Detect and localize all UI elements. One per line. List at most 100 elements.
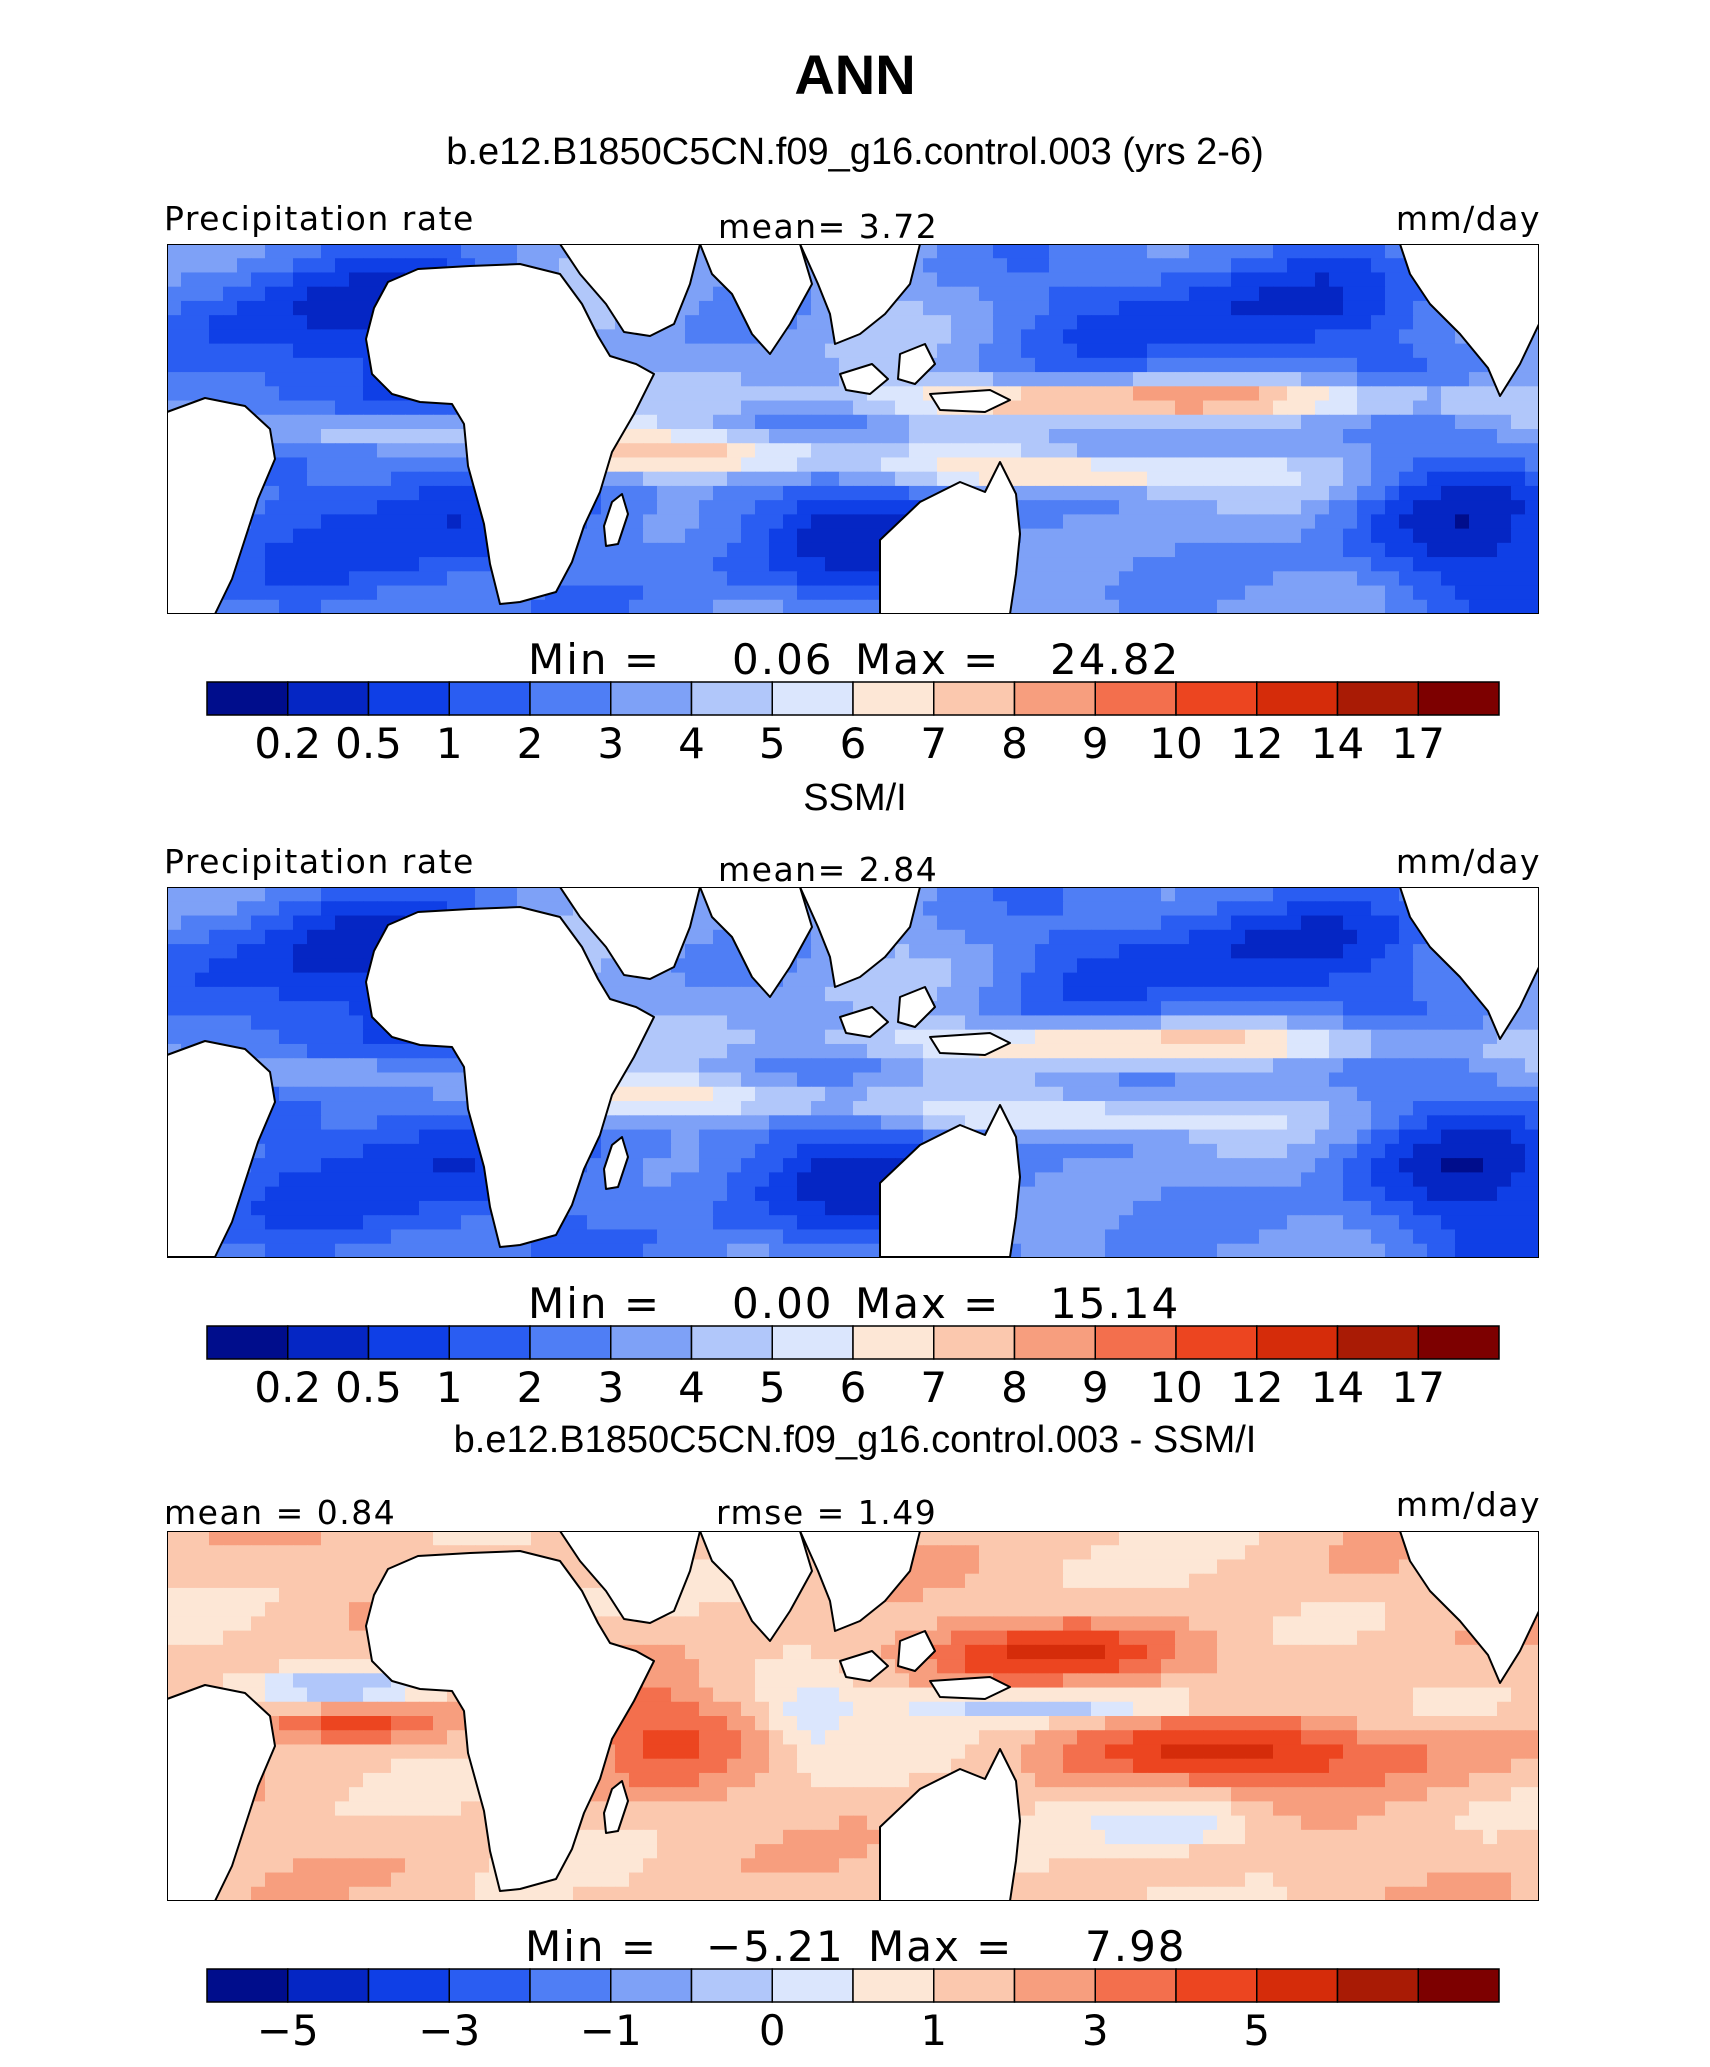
panel-model-ocean-cell <box>293 542 308 558</box>
panel-model-ocean-cell <box>1203 372 1218 387</box>
panel-obs-ocean-cell <box>727 1115 742 1131</box>
panel-obs-ocean-cell <box>293 915 308 931</box>
panel-obs-ocean-cell <box>1217 1015 1232 1031</box>
panel-model-ocean-cell <box>1455 443 1470 459</box>
panel-obs-ocean-cell <box>1147 972 1162 988</box>
panel-obs-ocean-cell <box>601 1186 616 1202</box>
panel-model-ocean-cell <box>671 542 686 558</box>
panel-obs-ocean-cell <box>1049 1086 1064 1102</box>
panel-model-ocean-cell <box>1245 557 1260 572</box>
panel-model-ocean-cell <box>1091 542 1106 558</box>
panel-obs-ocean-cell <box>1119 1072 1134 1088</box>
panel-obs-ocean-cell <box>1525 1015 1539 1031</box>
panel-obs-ocean-cell <box>699 1158 714 1173</box>
panel-obs-ocean-cell <box>573 1229 588 1245</box>
panel-model-arabia-outline <box>559 244 701 337</box>
panel-model-ocean-cell <box>1287 557 1302 572</box>
panel-model-ocean-cell <box>1175 357 1190 373</box>
panel-obs-ocean-cell <box>741 1200 756 1216</box>
panel-model-ocean-cell <box>209 357 224 373</box>
panel-model-ocean-cell <box>1343 372 1358 387</box>
panel-model-ocean-cell <box>1217 542 1232 558</box>
panel-model-ocean-cell <box>1119 300 1134 316</box>
panel-obs-ocean-cell <box>1497 1086 1512 1102</box>
panel-obs-ocean-cell <box>671 1158 686 1173</box>
panel-obs-ocean-cell <box>629 1129 644 1145</box>
panel-model-ocean-cell <box>1399 315 1414 330</box>
panel-model-ocean-cell <box>265 585 280 601</box>
panel-obs-ocean-cell <box>1259 1172 1274 1188</box>
panel-obs-ocean-cell <box>951 929 966 945</box>
panel-model-ocean-cell <box>1427 557 1442 572</box>
panel-obs-ocean-cell <box>251 958 266 974</box>
panel-model-ocean-cell <box>363 557 378 572</box>
panel-model-ocean-cell <box>629 500 644 515</box>
panel-model-ocean-cell <box>1189 557 1204 572</box>
panel-obs-ocean-cell <box>1357 1215 1372 1231</box>
panel-obs-ocean-cell <box>363 929 378 945</box>
panel-model-ocean-cell <box>1287 528 1302 544</box>
panel-model-ocean-cell <box>951 372 966 387</box>
panel-model-ocean-cell <box>1161 414 1176 430</box>
panel-model-ocean-cell <box>223 329 238 345</box>
panel-obs-ocean-cell <box>1035 1129 1050 1145</box>
panel-obs-ocean-cell <box>1175 1101 1190 1116</box>
panel-model-ocean-cell <box>629 514 644 530</box>
panel-obs-ocean-cell <box>1497 1215 1512 1231</box>
panel-obs-ocean-cell <box>1105 915 1120 931</box>
panel-obs-ocean-cell <box>1133 986 1148 1002</box>
panel-model-ocean-cell <box>937 315 952 330</box>
panel-obs-ocean-cell <box>1455 1029 1470 1045</box>
panel-model-ocean-cell <box>587 585 602 601</box>
panel-model-ocean-cell <box>1315 500 1330 515</box>
panel-obs-ocean-cell <box>1105 1129 1120 1145</box>
panel-model-ocean-cell <box>895 329 910 345</box>
panel-obs-ocean-cell <box>1469 1215 1484 1231</box>
panel-obs-ocean-cell <box>1483 1186 1498 1202</box>
panel-model-ocean-cell <box>587 300 602 316</box>
panel-model-ocean-cell <box>293 272 308 288</box>
panel-model-ocean-cell <box>1427 372 1442 387</box>
panel-model-ocean-cell <box>1217 329 1232 345</box>
panel-model-ocean-cell <box>797 315 812 330</box>
panel-model-ocean-cell <box>181 286 196 302</box>
panel-obs-ocean-cell <box>923 1101 938 1116</box>
panel-obs-ocean-cell <box>769 1215 784 1231</box>
panel-model-ocean-cell <box>741 471 756 487</box>
panel-obs-ocean-cell <box>237 901 252 917</box>
panel-model-ocean-cell <box>1021 542 1036 558</box>
panel-obs-ocean-cell <box>1175 986 1190 1002</box>
panel-obs-ocean-cell <box>1189 1058 1204 1074</box>
panel-model-ocean-cell <box>335 485 350 501</box>
panel-model-ocean-cell <box>293 286 308 302</box>
panel-model-ocean-cell <box>1091 386 1106 402</box>
panel-model-ocean-cell <box>209 272 224 288</box>
panel-obs-ocean-cell <box>167 901 182 917</box>
panel-obs-ocean-cell <box>1385 1015 1400 1031</box>
panel-model-ocean-cell <box>1161 599 1176 614</box>
panel-model-ocean-cell <box>643 571 658 587</box>
panel-model-ocean-cell <box>1259 400 1274 416</box>
panel-model-ocean-cell <box>1035 414 1050 430</box>
panel-model-ocean-cell <box>685 286 700 302</box>
panel-obs-ocean-cell <box>699 1172 714 1188</box>
panel-model-ocean-cell <box>321 272 336 288</box>
panel-model-ocean-cell <box>1189 585 1204 601</box>
panel-obs-ocean-cell <box>1105 1043 1120 1059</box>
panel-obs-ocean-cell <box>1511 1129 1526 1145</box>
panel-model-ocean-cell <box>699 329 714 345</box>
panel-model-ocean-cell <box>1021 386 1036 402</box>
panel-model-ocean-cell <box>1329 372 1344 387</box>
panel-model-ocean-cell <box>1245 585 1260 601</box>
panel-obs-ocean-cell <box>1441 1001 1456 1017</box>
panel-model-ocean-cell <box>1063 443 1078 459</box>
panel-model-ocean-cell <box>1161 500 1176 515</box>
panel-obs-ocean-cell <box>1385 1029 1400 1045</box>
panel-model-ocean-cell <box>1385 272 1400 288</box>
panel-model-ocean-cell <box>657 571 672 587</box>
panel-model-ocean-cell <box>559 258 574 274</box>
panel-obs-ocean-cell <box>1413 1043 1428 1059</box>
panel-obs-ocean-cell <box>1273 958 1288 974</box>
panel-model-ocean-cell <box>1203 300 1218 316</box>
panel-obs-ocean-cell <box>1357 929 1372 945</box>
